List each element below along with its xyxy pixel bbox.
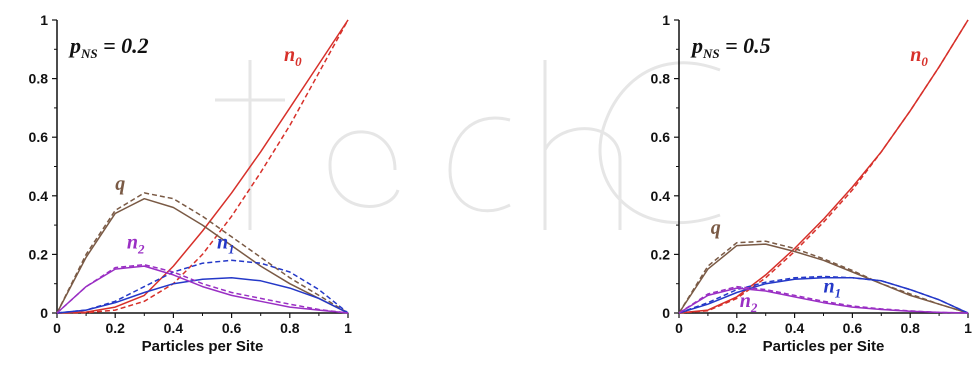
y-tick-label: 0.8: [29, 71, 49, 87]
x-axis-label: Particles per Site: [763, 338, 885, 355]
series-n2-dashed-line: [56, 263, 349, 314]
x-tick-label: 0.2: [105, 320, 125, 336]
y-tick-label: 0.2: [651, 246, 671, 262]
series-n1-dashed-line: [56, 259, 349, 314]
chart-title: pNS = 0.5: [690, 33, 771, 61]
series-n2-solid-line: [56, 265, 349, 314]
annotation-q: q: [711, 217, 721, 239]
y-tick-label: 0.6: [29, 129, 49, 145]
series-q-solid-line: [56, 197, 349, 314]
x-axis-label: Particles per Site: [142, 338, 264, 355]
y-tick-label: 1: [662, 12, 670, 28]
annotation-n2: n2: [127, 232, 145, 257]
series-q-dashed-line: [56, 192, 349, 314]
chart-panel-pns-0.2: 0 0.2 0.4 0.6 0.8 1 0 0.2 0.4 0.6 0.8 1 Particles pe…: [29, 12, 353, 355]
y-tick-label: 0.2: [29, 246, 49, 262]
x-tick-label: 0.8: [280, 320, 300, 336]
x-tick-label: 0: [53, 320, 61, 336]
x-tick-label: 1: [964, 320, 972, 336]
chart-title: pNS = 0.2: [68, 33, 149, 61]
annotation-q: q: [115, 173, 125, 195]
series-n0-solid-line: [678, 19, 969, 314]
x-tick-label: 0.2: [727, 320, 747, 336]
y-tick-label: 0: [40, 305, 48, 321]
annotation-n1: n1: [824, 275, 842, 300]
x-tick-label: 0.4: [785, 320, 805, 336]
chart-panel-pns-0.5: 0 0.2 0.4 0.6 0.8 1 0 0.2 0.4 0.6 0.8 1 Particles pe…: [651, 12, 973, 355]
y-tick-label: 0.8: [651, 71, 671, 87]
x-tick-label: 0.8: [900, 320, 920, 336]
series-n1-dashed-line: [678, 275, 969, 314]
background-watermark: [215, 60, 721, 230]
y-tick-label: 0: [662, 305, 670, 321]
annotation-n0: n0: [284, 44, 302, 69]
series-n1-solid-line: [56, 277, 349, 314]
x-tick-label: 0.6: [222, 320, 242, 336]
annotation-n1: n1: [217, 232, 235, 257]
series-q-solid-line: [678, 243, 969, 314]
series-n0-dashed-line: [56, 19, 349, 314]
series-n0-solid-line: [56, 19, 349, 314]
y-tick-label: 0.4: [651, 188, 671, 204]
y-tick-label: 0.6: [651, 129, 671, 145]
x-tick-label: 0.4: [164, 320, 184, 336]
y-tick-label: 0.4: [29, 188, 49, 204]
series-n0-dashed-line: [678, 19, 969, 314]
x-tick-label: 1: [344, 320, 352, 336]
annotation-n0: n0: [910, 44, 928, 69]
y-tick-label: 1: [40, 12, 48, 28]
annotation-n2: n2: [740, 290, 758, 315]
series-n2-dashed-line: [678, 285, 969, 314]
x-tick-label: 0.6: [843, 320, 863, 336]
x-tick-label: 0: [675, 320, 683, 336]
